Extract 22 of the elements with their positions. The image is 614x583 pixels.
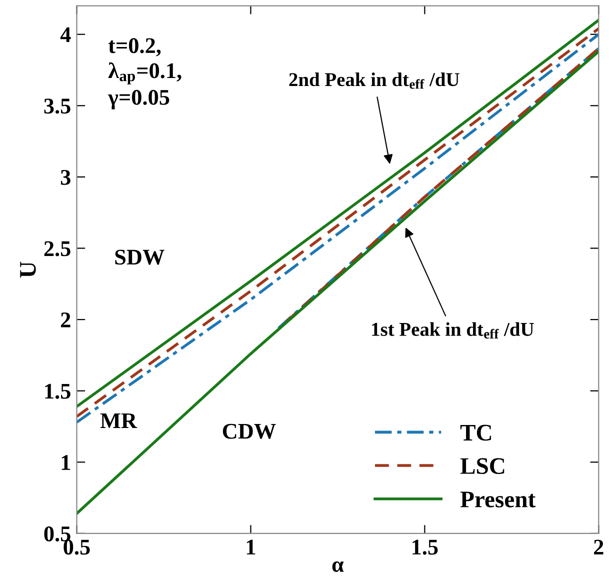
x-tick-label: 1 [246, 540, 256, 554]
y-tick-label: 2 [61, 312, 70, 328]
y-tick-label: 0.5 [44, 526, 70, 542]
y-tick-label: 1 [62, 455, 70, 470]
y-tick-label: 3 [60, 170, 70, 185]
y-tick-label: 3.5 [44, 98, 70, 114]
y-tick-label: 1.5 [45, 384, 70, 399]
y-tick-label: 4 [60, 27, 71, 42]
y-axis-title: U [20, 262, 36, 278]
legend-label: TC [460, 424, 492, 441]
annotation: CDW [222, 424, 276, 439]
annotation: MR [100, 413, 138, 428]
x-tick-label: 1.5 [412, 540, 438, 555]
x-tick-label: 2 [594, 540, 604, 554]
annotation: 2nd Peak in dt$_{eff}$ /dU [289, 72, 460, 89]
legend-label: LSC [460, 458, 504, 474]
x-axis-title: α [332, 561, 344, 572]
annotation: t=0.2, λ$_{ap}$=0.1, γ=0.05 [108, 38, 182, 110]
legend-label: Present [460, 492, 536, 508]
annotation: 1st Peak in dt$_{eff}$ /dU [372, 322, 534, 339]
annotation: SDW [115, 250, 164, 265]
y-tick-label: 2.5 [44, 241, 70, 256]
